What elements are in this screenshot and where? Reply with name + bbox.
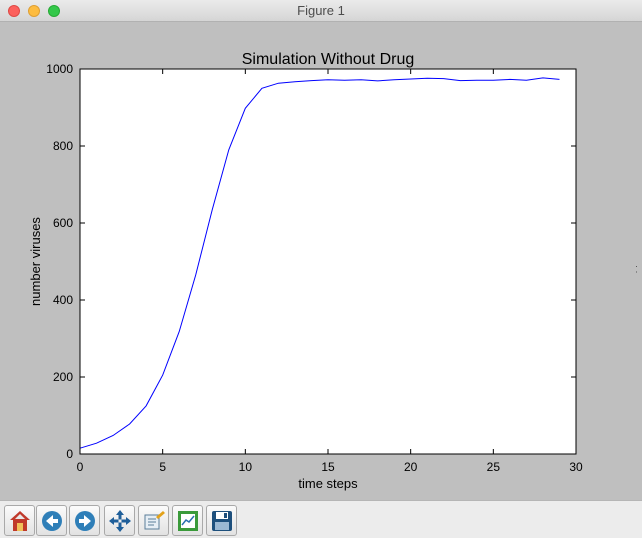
x-tick-label: 30	[569, 460, 583, 474]
chart[interactable]: 0 5 10 15 20 25 30 0 200 400 600 800 1000 Simulation…	[0, 22, 642, 500]
minimize-window-button[interactable]	[28, 5, 40, 17]
zoom-rect-icon	[144, 511, 165, 530]
x-tick-label: 20	[404, 460, 418, 474]
y-tick-label: 400	[53, 293, 73, 307]
y-tick-label: 200	[53, 370, 73, 384]
subplots-button[interactable]	[172, 505, 203, 536]
back-button[interactable]	[36, 505, 67, 536]
x-tick-label: 0	[77, 460, 84, 474]
back-arrow-icon	[42, 511, 62, 531]
y-tick-label: 1000	[46, 62, 73, 76]
x-axis-label: time steps	[298, 476, 358, 491]
x-tick-label: 15	[321, 460, 335, 474]
home-button[interactable]	[4, 505, 35, 536]
title-bar[interactable]: Figure 1	[0, 0, 642, 22]
background-window-edge: · ·	[632, 265, 642, 274]
forward-arrow-icon	[75, 511, 95, 531]
axes-frame	[79, 68, 577, 455]
maximize-window-button[interactable]	[48, 5, 60, 17]
y-tick-label: 0	[66, 447, 73, 461]
pan-button[interactable]	[104, 505, 135, 536]
x-tick-label: 25	[487, 460, 501, 474]
move-arrows-icon	[109, 510, 131, 532]
subplots-icon	[178, 511, 198, 531]
y-tick-label: 800	[53, 139, 73, 153]
y-tick-label: 600	[53, 216, 73, 230]
navigation-toolbar	[0, 500, 642, 538]
plot-area	[80, 69, 576, 454]
x-tick-label: 5	[159, 460, 166, 474]
x-tick-label: 10	[239, 460, 253, 474]
series-line	[79, 77, 560, 449]
home-icon	[10, 511, 30, 531]
y-axis-label: number viruses	[28, 217, 43, 306]
zoom-button[interactable]	[138, 505, 169, 536]
close-window-button[interactable]	[8, 5, 20, 17]
forward-button[interactable]	[69, 505, 100, 536]
save-button[interactable]	[206, 505, 237, 536]
chart-title: Simulation Without Drug	[242, 51, 415, 68]
window-title: Figure 1	[297, 3, 345, 18]
floppy-disk-icon	[212, 511, 232, 531]
